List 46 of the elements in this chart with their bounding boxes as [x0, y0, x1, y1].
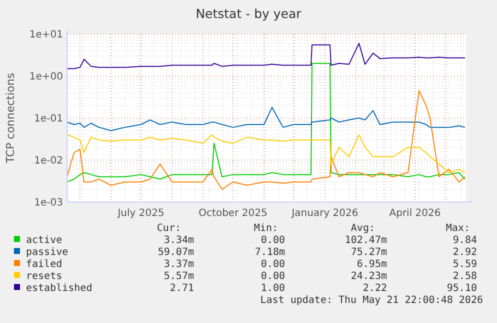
- x-tick-label: October 2025: [198, 208, 268, 219]
- text: Avg:: [350, 223, 375, 234]
- text: Cur:: [156, 223, 181, 234]
- text: Last update: Thu May 21 22:00:48 2026: [260, 295, 483, 306]
- text: Max:: [446, 223, 470, 234]
- text: 0.00: [260, 259, 285, 270]
- legend-label: resets: [26, 271, 62, 282]
- line-series: [66, 42, 466, 70]
- chart-title: Netstat - by year: [196, 6, 302, 21]
- text: 2.58: [452, 271, 477, 282]
- line-series: [66, 106, 466, 132]
- legend-label: established: [26, 283, 92, 294]
- y-axis-title: TCP connections: [4, 72, 17, 164]
- text: 0.00: [260, 235, 285, 246]
- line-series: [66, 134, 466, 174]
- text: 5.57m: [164, 271, 194, 282]
- text: 24.23m: [350, 271, 387, 282]
- text: 3.34m: [164, 235, 194, 246]
- text: 7.18m: [254, 247, 285, 258]
- legend-label: active: [26, 235, 62, 246]
- y-tick-label: 1e+01: [29, 30, 63, 40]
- text: 59.07m: [158, 247, 194, 258]
- y-tick-label: 1e-02: [34, 156, 63, 166]
- y-tick-label: 1e-03: [34, 198, 63, 208]
- line-series: [66, 62, 466, 182]
- text: 95.10: [446, 283, 477, 294]
- text: 0.00: [260, 271, 285, 282]
- line-series: [66, 90, 466, 190]
- x-tick-label: April 2026: [389, 208, 441, 219]
- text: 9.84: [452, 235, 477, 246]
- text: 2.22: [362, 283, 387, 294]
- text: 6.95m: [356, 259, 387, 270]
- text: 5.59: [452, 259, 477, 270]
- legend-label: failed: [26, 259, 62, 270]
- y-tick-label: 1e+00: [29, 72, 63, 82]
- text: 2.71: [170, 283, 194, 294]
- text: 75.27m: [350, 247, 387, 258]
- text: 102.47m: [344, 235, 387, 246]
- text: 3.37m: [164, 259, 194, 270]
- text: Min:: [254, 223, 278, 234]
- x-tick-label: July 2025: [116, 208, 164, 219]
- y-tick-label: 1e-01: [34, 114, 63, 124]
- legend-label: passive: [26, 247, 68, 258]
- x-tick-label: January 2026: [290, 208, 358, 219]
- text: 1.00: [260, 283, 285, 294]
- text: 2.92: [452, 247, 477, 258]
